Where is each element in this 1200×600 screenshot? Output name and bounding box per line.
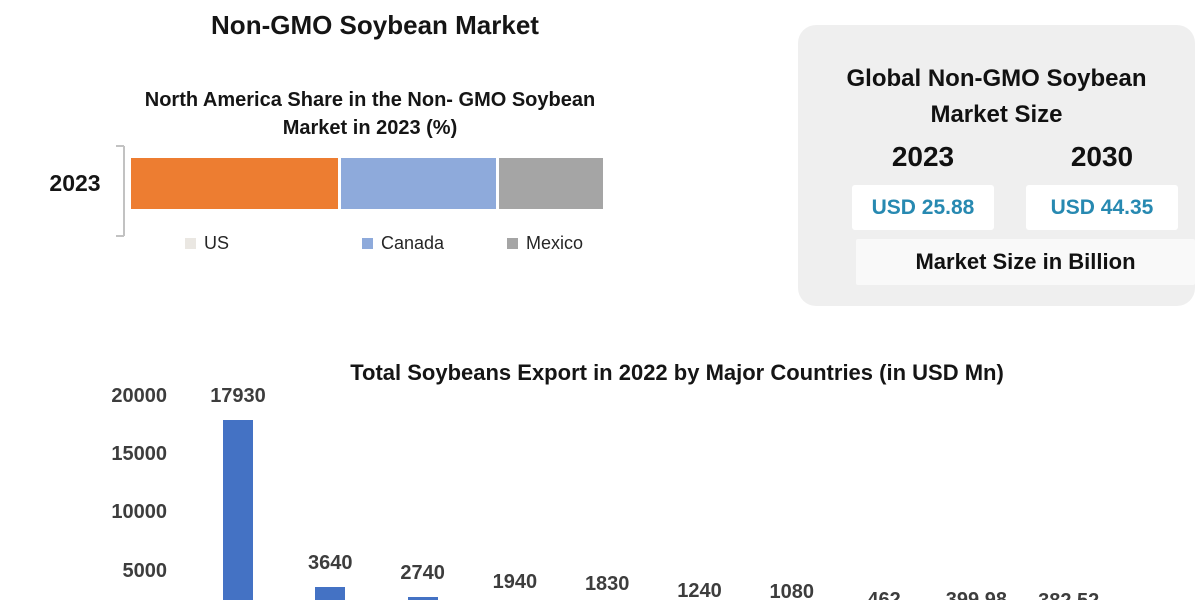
year-2030-header: 2030: [1070, 141, 1134, 172]
legend-marker-mexico-icon: [507, 237, 518, 249]
card-title: Global Non-GMO Soybean Market Size: [798, 61, 1195, 133]
legend-label-mexico: Mexico: [526, 232, 584, 253]
export-bar: [407, 597, 438, 600]
legend-marker-us-icon: [185, 237, 196, 249]
y-axis-tick-label: 15000: [111, 443, 167, 466]
market-size-2030-value: USD 44.35: [1050, 195, 1154, 219]
legend-item-mexico: Mexico: [507, 231, 583, 255]
card-title-line2: Market Size: [930, 101, 1063, 128]
share-chart-title: North America Share in the Non- GMO Soyb…: [70, 86, 670, 142]
market-size-2030-box: USD 44.35: [1026, 185, 1178, 230]
export-bar: [315, 586, 346, 600]
legend-item-canada: Canada: [362, 231, 444, 255]
export-bar-value: 3640: [308, 551, 353, 574]
share-chart-title-line1: North America Share in the Non- GMO Soyb…: [144, 89, 596, 111]
y-axis-tick-label: 5000: [122, 559, 168, 582]
export-bar-value: 2740: [400, 562, 445, 585]
export-bar-value: 1240: [677, 579, 722, 600]
share-chart-category-label: 2023: [49, 170, 101, 196]
export-bar: [223, 419, 253, 600]
export-bar-value: 1940: [492, 571, 538, 594]
y-axis-tick-label: 10000: [111, 501, 167, 524]
card-title-line1: Global Non-GMO Soybean: [846, 65, 1147, 92]
export-bar-value: 17930: [210, 384, 266, 407]
stack-segment-canada: [341, 158, 497, 209]
export-bar-value: 1080: [769, 581, 815, 600]
market-size-card: Global Non-GMO Soybean Market Size 2023 …: [798, 25, 1195, 306]
legend-label-us: US: [204, 232, 230, 253]
export-chart-title: Total Soybeans Export in 2022 by Major C…: [350, 360, 1004, 385]
legend-marker-canada-icon: [362, 237, 373, 249]
legend-item-us: US: [185, 231, 229, 255]
legend-label-canada: Canada: [381, 232, 445, 253]
stacked-bar: [131, 158, 603, 209]
market-size-2023-value: USD 25.88: [871, 195, 975, 219]
stack-segment-us: [131, 158, 339, 209]
stack-segment-mexico: [499, 158, 603, 209]
export-bar-value: 1830: [584, 572, 630, 595]
export-bar-value: 382.52: [1021, 590, 1117, 600]
market-size-2023-box: USD 25.88: [852, 185, 994, 230]
share-chart-legend: US Canada Mexico: [0, 231, 700, 257]
page-title: Non-GMO Soybean Market: [211, 10, 539, 40]
export-bar-value: 462: [867, 588, 901, 600]
year-2023-header: 2023: [891, 141, 955, 172]
share-chart-title-line2: Market in 2023 (%): [282, 117, 458, 139]
export-bar-value: 399.98: [928, 589, 1024, 600]
y-axis-tick-label: 20000: [111, 384, 167, 407]
category-axis: [116, 145, 131, 237]
market-size-caption-text: Market Size in Billion: [915, 249, 1136, 274]
market-size-caption-strip: Market Size in Billion: [856, 239, 1195, 285]
